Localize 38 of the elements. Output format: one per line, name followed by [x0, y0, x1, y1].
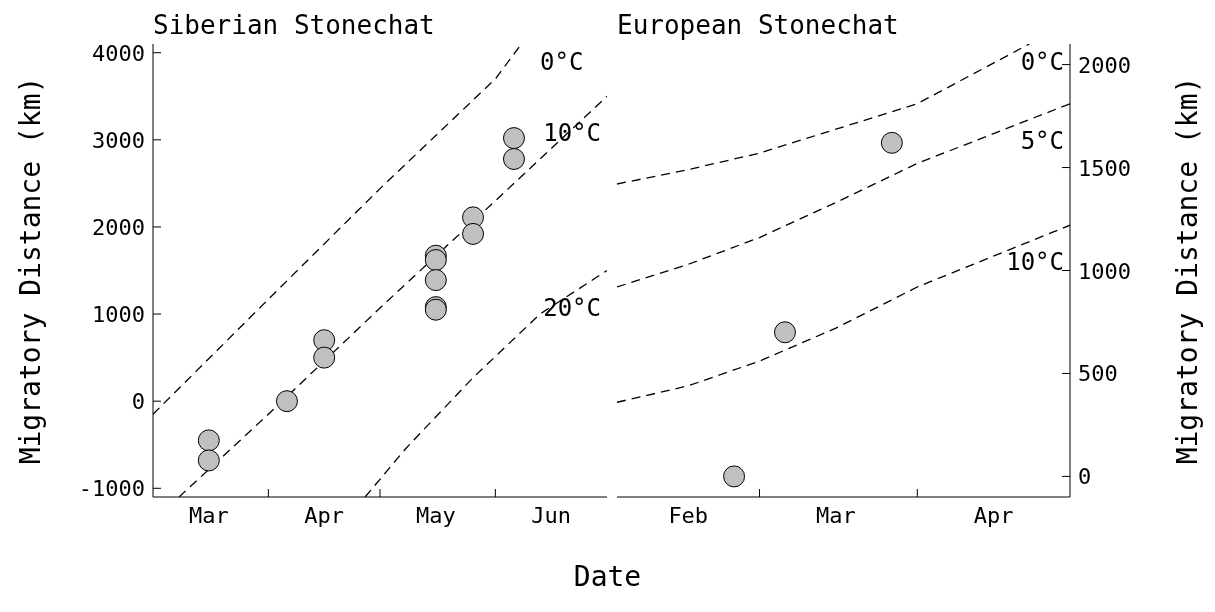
point: [502, 127, 525, 150]
y2-tick-label: 2000: [1078, 52, 1131, 78]
x-tick-label: Jun: [531, 503, 572, 528]
y-tick-label: 4000: [92, 40, 145, 66]
x-tick-label: Mar: [815, 503, 856, 528]
y2-tick-label: 1000: [1078, 258, 1131, 284]
y-tick-label: 2000: [92, 214, 145, 240]
y-axis-title: Migratory Distance (km): [14, 76, 47, 465]
point: [197, 449, 220, 472]
point: [424, 249, 447, 272]
series-label: 10°C: [543, 119, 601, 148]
series-label: 20°C: [543, 293, 601, 322]
y-tick-label: -1000: [78, 476, 145, 502]
y-tick-label: 0: [131, 389, 145, 415]
y-tick-label: 1000: [92, 302, 145, 328]
chart-title: European Stonechat: [617, 10, 899, 40]
y2-axis-title: Migratory Distance (km): [1171, 76, 1204, 465]
y2-tick-label: 500: [1078, 361, 1118, 387]
y2-tick-label: 1500: [1078, 155, 1131, 181]
x-tick-label: May: [415, 503, 456, 528]
point: [462, 222, 485, 245]
point: [313, 346, 336, 369]
y2-tick-label: 0: [1078, 464, 1092, 490]
series-label: 0°C: [1020, 48, 1064, 76]
point: [424, 269, 447, 292]
series-label: 10°C: [1006, 248, 1064, 277]
x-tick-label: Mar: [188, 503, 229, 528]
point: [275, 390, 298, 413]
x-tick-label: Apr: [304, 503, 345, 528]
x-axis-title: Date: [572, 560, 643, 593]
point: [502, 147, 525, 170]
point: [197, 429, 220, 452]
series-label: 0°C: [540, 48, 584, 76]
x-tick-label: Apr: [973, 503, 1014, 528]
chart-title: Siberian Stonechat: [153, 10, 435, 40]
x-tick-label: Feb: [668, 503, 709, 528]
series-label: 5°C: [1020, 126, 1064, 155]
y-tick-label: 3000: [92, 127, 145, 153]
